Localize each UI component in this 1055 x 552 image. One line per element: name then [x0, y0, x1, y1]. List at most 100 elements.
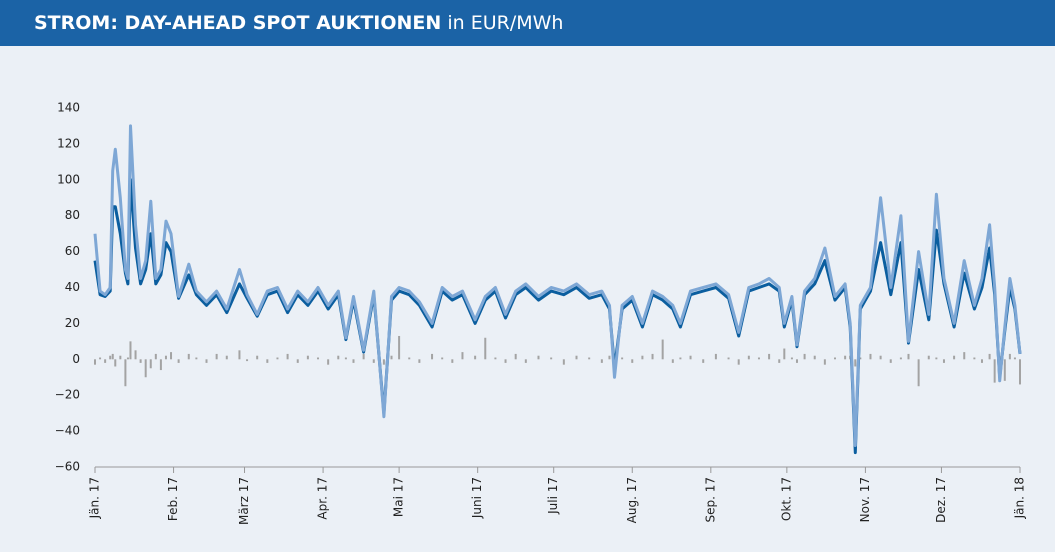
- bar: [306, 355, 309, 360]
- bar: [144, 359, 147, 378]
- bar: [1003, 359, 1006, 381]
- bar: [104, 359, 107, 363]
- bar: [317, 357, 320, 360]
- bar: [973, 357, 976, 360]
- bar: [537, 355, 540, 360]
- bar: [1013, 357, 1016, 360]
- bar: [451, 359, 454, 363]
- bar: [803, 353, 806, 360]
- bar: [641, 355, 644, 360]
- y-tick-label: 120: [57, 136, 80, 150]
- bar: [993, 359, 996, 383]
- line: [93, 178, 1022, 455]
- bar: [286, 353, 289, 360]
- bar: [689, 355, 692, 360]
- bar: [170, 352, 173, 360]
- bar: [276, 357, 279, 360]
- bar: [714, 353, 717, 360]
- bar: [727, 357, 730, 360]
- bar: [504, 359, 507, 363]
- bar: [372, 359, 375, 363]
- bar: [813, 355, 816, 360]
- bar: [159, 359, 162, 371]
- bar: [907, 353, 910, 360]
- bar: [757, 357, 760, 360]
- bar: [418, 359, 421, 363]
- bar: [1019, 359, 1021, 385]
- x-tick-label: Nov. 17: [858, 477, 872, 522]
- bar: [889, 359, 892, 363]
- bar: [225, 355, 228, 360]
- bar: [129, 341, 132, 360]
- bar: [588, 357, 591, 360]
- x-tick-label: Jän. 17: [88, 477, 102, 519]
- bar: [823, 359, 826, 365]
- bar: [266, 359, 269, 363]
- bar: [344, 357, 347, 360]
- bar: [942, 359, 945, 363]
- bar: [562, 359, 565, 365]
- bar: [119, 355, 122, 360]
- bar: [869, 353, 872, 360]
- bar: [390, 355, 393, 360]
- bar: [524, 359, 527, 363]
- bar: [550, 357, 553, 360]
- bar: [494, 357, 497, 360]
- bar: [600, 359, 603, 363]
- bar: [362, 353, 365, 360]
- y-tick-label: 40: [65, 280, 80, 294]
- bar: [621, 357, 624, 360]
- y-tick-label: −40: [55, 424, 80, 438]
- bar: [124, 359, 127, 387]
- bar: [768, 353, 771, 360]
- bar: [154, 353, 157, 360]
- bar: [99, 357, 102, 360]
- bar: [205, 359, 208, 363]
- bar: [790, 357, 793, 360]
- bar: [94, 359, 96, 365]
- bar: [795, 359, 798, 363]
- bar: [337, 355, 340, 360]
- bar: [461, 352, 464, 360]
- bar: [963, 352, 966, 360]
- y-tick-label: 140: [57, 101, 80, 115]
- bar: [844, 355, 847, 360]
- x-tick-label: Apr. 17: [316, 477, 330, 520]
- bar: [484, 337, 487, 360]
- bar: [134, 350, 137, 360]
- bar: [651, 353, 654, 360]
- bar: [246, 359, 249, 362]
- bar: [661, 339, 664, 360]
- x-tick-label: Feb. 17: [166, 477, 180, 521]
- bar: [195, 357, 198, 360]
- y-tick-label: 60: [65, 244, 80, 258]
- x-tick-label: Juli 17: [546, 477, 560, 515]
- bar: [139, 359, 142, 363]
- bar: [778, 359, 781, 363]
- chart-subtitle: in EUR/MWh: [447, 12, 564, 34]
- bar: [256, 355, 259, 360]
- bar: [164, 355, 167, 360]
- y-tick-label: −60: [55, 460, 80, 474]
- bar: [109, 355, 112, 360]
- bar: [382, 359, 385, 365]
- y-tick-label: −20: [55, 388, 80, 402]
- bar: [859, 357, 862, 360]
- bar: [187, 353, 190, 360]
- x-tick-label: März 17: [237, 477, 251, 525]
- bar: [575, 355, 578, 360]
- bar: [988, 353, 991, 360]
- bar: [114, 359, 117, 367]
- bar: [514, 353, 517, 360]
- y-tick-label: 20: [65, 316, 80, 330]
- y-tick-label: 80: [65, 208, 80, 222]
- bar: [854, 359, 857, 367]
- bar: [702, 359, 705, 363]
- x-tick-label: Aug. 17: [625, 477, 639, 523]
- y-tick-label: 0: [72, 352, 80, 366]
- bar: [111, 353, 114, 360]
- bar: [980, 359, 983, 363]
- bar: [352, 359, 355, 363]
- bar: [398, 335, 401, 360]
- y-tick-label: 100: [57, 172, 80, 186]
